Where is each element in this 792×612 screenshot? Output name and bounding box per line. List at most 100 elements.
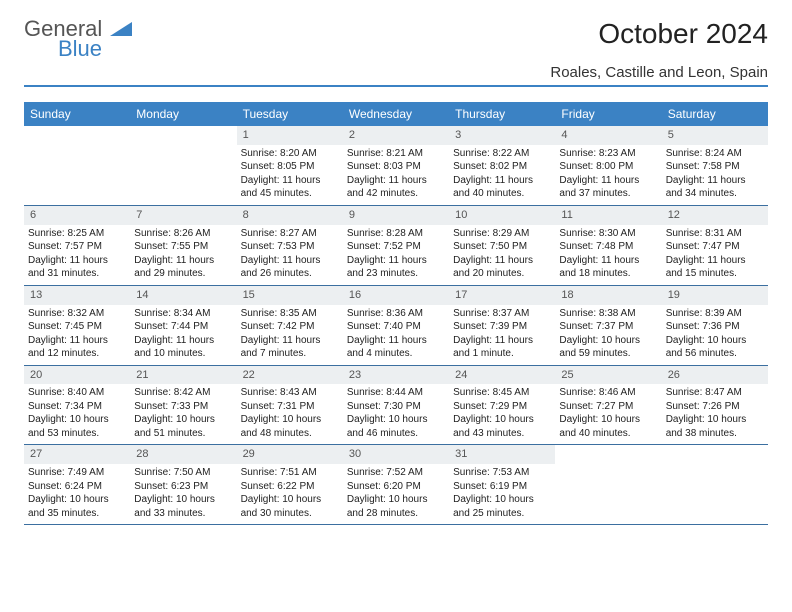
day-info: Sunrise: 8:45 AMSunset: 7:29 PMDaylight:… (449, 386, 555, 440)
calendar-cell: 24Sunrise: 8:45 AMSunset: 7:29 PMDayligh… (449, 366, 555, 445)
sunrise-text: Sunrise: 8:46 AM (559, 386, 657, 400)
sunset-text: Sunset: 8:03 PM (347, 160, 445, 174)
sunrise-text: Sunrise: 8:40 AM (28, 386, 126, 400)
daylight-text: Daylight: 10 hours and 25 minutes. (453, 493, 551, 520)
sunset-text: Sunset: 7:26 PM (666, 400, 764, 414)
daylight-text: Daylight: 11 hours and 23 minutes. (347, 254, 445, 281)
sunrise-text: Sunrise: 8:38 AM (559, 307, 657, 321)
day-number: 18 (555, 286, 661, 305)
sunset-text: Sunset: 7:53 PM (241, 240, 339, 254)
calendar-cell: 2 Sunrise: 8:21 AMSunset: 8:03 PMDaylight… (343, 126, 449, 205)
day-header-cell: Wednesday (343, 102, 449, 126)
sunset-text: Sunset: 7:52 PM (347, 240, 445, 254)
day-number: 8 (237, 206, 343, 225)
daylight-text: Daylight: 10 hours and 30 minutes. (241, 493, 339, 520)
day-number: 13 (24, 286, 130, 305)
day-info: Sunrise: 8:44 AMSunset: 7:30 PMDaylight:… (343, 386, 449, 440)
daylight-text: Daylight: 11 hours and 40 minutes. (453, 174, 551, 201)
sunrise-text: Sunrise: 8:29 AM (453, 227, 551, 241)
day-info: Sunrise: 8:42 AMSunset: 7:33 PMDaylight:… (130, 386, 236, 440)
calendar-cell: 31Sunrise: 7:53 AMSunset: 6:19 PMDayligh… (449, 445, 555, 524)
day-info: Sunrise: 8:34 AMSunset: 7:44 PMDaylight:… (130, 307, 236, 361)
sunrise-text: Sunrise: 7:51 AM (241, 466, 339, 480)
day-number: 4 (555, 126, 661, 145)
calendar-cell: 16Sunrise: 8:36 AMSunset: 7:40 PMDayligh… (343, 286, 449, 365)
day-number: 14 (130, 286, 236, 305)
day-info: Sunrise: 8:20 AMSunset: 8:05 PMDaylight:… (237, 147, 343, 201)
day-info: Sunrise: 8:32 AMSunset: 7:45 PMDaylight:… (24, 307, 130, 361)
daylight-text: Daylight: 11 hours and 42 minutes. (347, 174, 445, 201)
day-number: 19 (662, 286, 768, 305)
day-number: 29 (237, 445, 343, 464)
calendar-cell: 6Sunrise: 8:25 AMSunset: 7:57 PMDaylight… (24, 206, 130, 285)
day-number: 24 (449, 366, 555, 385)
sunset-text: Sunset: 7:50 PM (453, 240, 551, 254)
sunset-text: Sunset: 7:45 PM (28, 320, 126, 334)
day-number: 16 (343, 286, 449, 305)
calendar: SundayMondayTuesdayWednesdayThursdayFrid… (24, 102, 768, 525)
calendar-cell: · (24, 126, 130, 205)
day-info: Sunrise: 8:24 AMSunset: 7:58 PMDaylight:… (662, 147, 768, 201)
day-number: 10 (449, 206, 555, 225)
sunrise-text: Sunrise: 8:34 AM (134, 307, 232, 321)
sunset-text: Sunset: 7:29 PM (453, 400, 551, 414)
sunset-text: Sunset: 7:27 PM (559, 400, 657, 414)
day-number: 2 (343, 126, 449, 145)
day-info: Sunrise: 8:28 AMSunset: 7:52 PMDaylight:… (343, 227, 449, 281)
sunset-text: Sunset: 7:31 PM (241, 400, 339, 414)
day-info: Sunrise: 8:31 AMSunset: 7:47 PMDaylight:… (662, 227, 768, 281)
sunset-text: Sunset: 6:24 PM (28, 480, 126, 494)
sunrise-text: Sunrise: 8:24 AM (666, 147, 764, 161)
sunset-text: Sunset: 7:37 PM (559, 320, 657, 334)
daylight-text: Daylight: 11 hours and 7 minutes. (241, 334, 339, 361)
calendar-week: 6Sunrise: 8:25 AMSunset: 7:57 PMDaylight… (24, 206, 768, 286)
sunset-text: Sunset: 8:02 PM (453, 160, 551, 174)
sunset-text: Sunset: 7:36 PM (666, 320, 764, 334)
day-number: 5 (662, 126, 768, 145)
sunset-text: Sunset: 6:23 PM (134, 480, 232, 494)
day-number: 20 (24, 366, 130, 385)
day-header-cell: Sunday (24, 102, 130, 126)
day-info: Sunrise: 7:49 AMSunset: 6:24 PMDaylight:… (24, 466, 130, 520)
calendar-cell: 19Sunrise: 8:39 AMSunset: 7:36 PMDayligh… (662, 286, 768, 365)
sunrise-text: Sunrise: 8:45 AM (453, 386, 551, 400)
day-info: Sunrise: 8:21 AMSunset: 8:03 PMDaylight:… (343, 147, 449, 201)
day-header-cell: Saturday (662, 102, 768, 126)
day-header-cell: Monday (130, 102, 236, 126)
day-number: 23 (343, 366, 449, 385)
day-number: 25 (555, 366, 661, 385)
daylight-text: Daylight: 11 hours and 20 minutes. (453, 254, 551, 281)
daylight-text: Daylight: 10 hours and 48 minutes. (241, 413, 339, 440)
sunrise-text: Sunrise: 8:35 AM (241, 307, 339, 321)
sunset-text: Sunset: 7:47 PM (666, 240, 764, 254)
daylight-text: Daylight: 11 hours and 45 minutes. (241, 174, 339, 201)
sunrise-text: Sunrise: 7:53 AM (453, 466, 551, 480)
day-info: Sunrise: 7:50 AMSunset: 6:23 PMDaylight:… (130, 466, 236, 520)
sunrise-text: Sunrise: 8:37 AM (453, 307, 551, 321)
calendar-cell: 25Sunrise: 8:46 AMSunset: 7:27 PMDayligh… (555, 366, 661, 445)
day-info: Sunrise: 8:30 AMSunset: 7:48 PMDaylight:… (555, 227, 661, 281)
calendar-cell: · (555, 445, 661, 524)
day-info: Sunrise: 7:52 AMSunset: 6:20 PMDaylight:… (343, 466, 449, 520)
daylight-text: Daylight: 10 hours and 46 minutes. (347, 413, 445, 440)
sunset-text: Sunset: 8:00 PM (559, 160, 657, 174)
sunset-text: Sunset: 8:05 PM (241, 160, 339, 174)
day-info: Sunrise: 8:35 AMSunset: 7:42 PMDaylight:… (237, 307, 343, 361)
calendar-cell: 21Sunrise: 8:42 AMSunset: 7:33 PMDayligh… (130, 366, 236, 445)
sunset-text: Sunset: 7:39 PM (453, 320, 551, 334)
sunset-text: Sunset: 6:20 PM (347, 480, 445, 494)
daylight-text: Daylight: 11 hours and 4 minutes. (347, 334, 445, 361)
day-number: 28 (130, 445, 236, 464)
sunrise-text: Sunrise: 7:52 AM (347, 466, 445, 480)
location-text: Roales, Castille and Leon, Spain (24, 64, 768, 87)
day-info: Sunrise: 7:53 AMSunset: 6:19 PMDaylight:… (449, 466, 555, 520)
day-info: Sunrise: 8:38 AMSunset: 7:37 PMDaylight:… (555, 307, 661, 361)
daylight-text: Daylight: 10 hours and 43 minutes. (453, 413, 551, 440)
daylight-text: Daylight: 10 hours and 59 minutes. (559, 334, 657, 361)
calendar-cell: 29Sunrise: 7:51 AMSunset: 6:22 PMDayligh… (237, 445, 343, 524)
day-header-cell: Thursday (449, 102, 555, 126)
sunrise-text: Sunrise: 8:28 AM (347, 227, 445, 241)
sunset-text: Sunset: 7:48 PM (559, 240, 657, 254)
day-number: 22 (237, 366, 343, 385)
daylight-text: Daylight: 10 hours and 40 minutes. (559, 413, 657, 440)
